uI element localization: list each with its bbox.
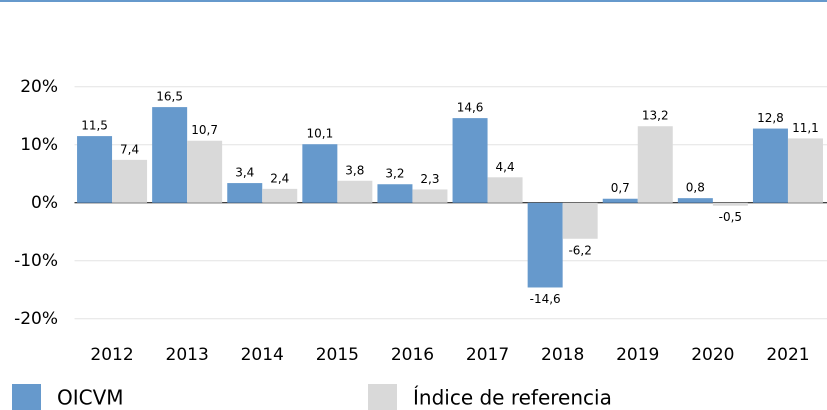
x-tick-label: 2016	[391, 345, 434, 365]
value-label: 16,5	[156, 90, 183, 104]
bar	[712, 202, 748, 206]
value-label: -0,5	[719, 210, 742, 224]
bar	[187, 140, 223, 203]
value-label: -6,2	[568, 243, 591, 257]
x-tick-label: 2021	[766, 345, 809, 365]
bar	[77, 136, 113, 203]
value-label: 0,8	[686, 181, 705, 195]
value-label: 11,1	[792, 121, 819, 135]
bar	[452, 118, 488, 203]
value-label: -14,6	[530, 292, 561, 306]
x-tick-label: 2013	[166, 345, 209, 365]
value-label: 3,8	[345, 163, 364, 177]
value-label: 3,4	[235, 166, 254, 180]
value-label: 0,7	[611, 181, 630, 195]
y-tick-label: 0%	[31, 193, 58, 213]
value-label: 14,6	[457, 101, 484, 115]
bar	[152, 107, 188, 203]
x-tick-label: 2012	[90, 345, 133, 365]
bar	[752, 128, 788, 203]
bar	[677, 198, 713, 203]
bar	[262, 188, 298, 203]
bar	[527, 202, 563, 288]
x-tick-label: 2020	[691, 345, 734, 365]
bar	[337, 180, 373, 203]
legend-swatch	[368, 384, 397, 410]
legend-swatch	[12, 384, 41, 410]
bar	[112, 159, 148, 203]
value-label: 4,4	[496, 160, 515, 174]
bar	[302, 144, 338, 203]
bar	[562, 202, 598, 239]
x-tick-label: 2019	[616, 345, 659, 365]
bar	[602, 198, 638, 203]
value-label: 11,5	[81, 119, 108, 133]
bar	[487, 177, 523, 203]
bar	[412, 189, 448, 203]
value-label: 13,2	[642, 109, 669, 123]
bar	[227, 183, 263, 203]
bar	[787, 138, 823, 203]
value-label: 12,8	[757, 111, 784, 125]
value-label: 10,7	[191, 123, 218, 137]
value-label: 2,3	[420, 172, 439, 186]
value-label: 2,4	[270, 171, 289, 185]
y-tick-label: -10%	[14, 251, 58, 271]
y-tick-label: -20%	[14, 309, 58, 329]
x-tick-label: 2017	[466, 345, 509, 365]
x-tick-label: 2015	[316, 345, 359, 365]
x-tick-label: 2018	[541, 345, 584, 365]
bar	[637, 126, 673, 203]
value-label: 10,1	[306, 127, 333, 141]
x-tick-label: 2014	[241, 345, 284, 365]
legend-label: Índice de referencia	[413, 386, 612, 410]
y-tick-label: 20%	[20, 77, 58, 97]
y-tick-label: 10%	[20, 135, 58, 155]
bar	[377, 184, 413, 203]
value-label: 3,2	[385, 167, 404, 181]
legend-label: OICVM	[57, 386, 124, 410]
value-label: 7,4	[120, 142, 139, 156]
